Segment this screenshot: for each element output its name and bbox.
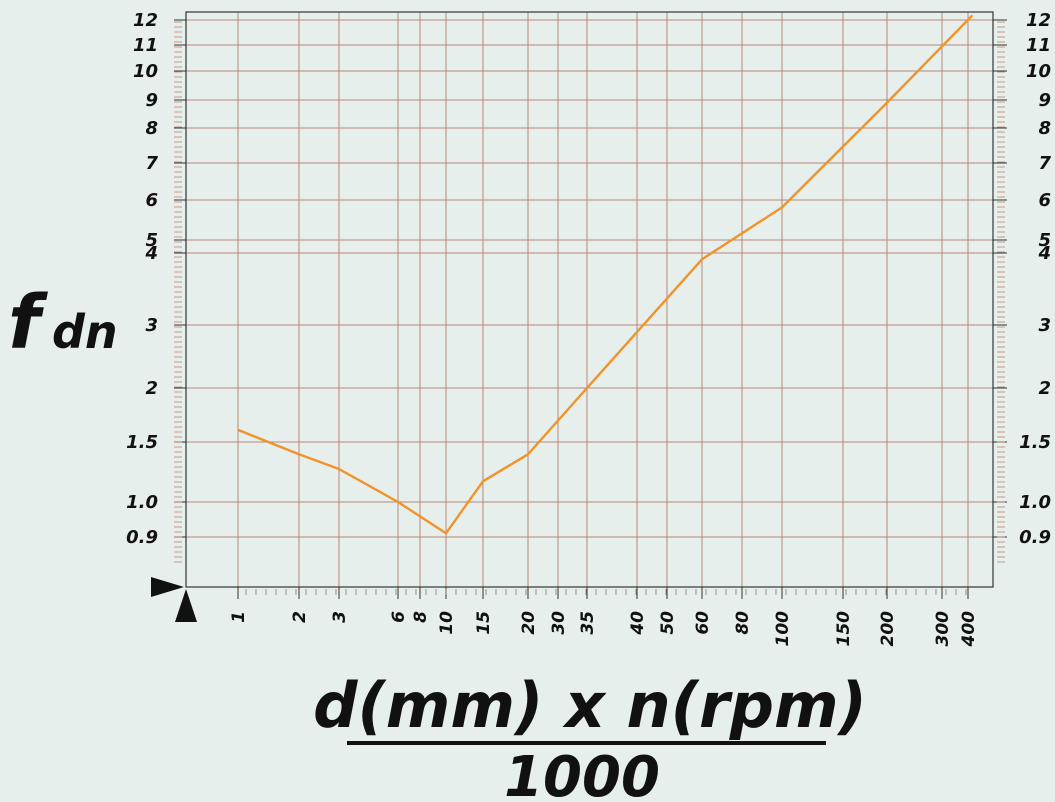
y-tick-label-right: 6 <box>1038 190 1051 211</box>
y-tick-label-left: 3 <box>145 315 158 336</box>
x-tick-label: 1 <box>229 611 249 623</box>
y-tick-label-left: 11 <box>133 35 158 56</box>
x-tick-label: 15 <box>474 611 494 635</box>
y-tick-label-left: 4 <box>144 243 158 264</box>
x-axis-title-numerator: d(mm) x n(rpm) <box>313 669 867 742</box>
y-tick-label-right: 3 <box>1038 315 1051 336</box>
series-layer <box>237 14 974 535</box>
x-tick-label: 40 <box>628 611 648 636</box>
x-tick-label: 6 <box>389 611 409 623</box>
plot-frame <box>185 11 994 588</box>
y-tick-label-right: 7 <box>1038 153 1051 174</box>
y-tick-label-left: 12 <box>133 10 158 31</box>
x-tick-label: 35 <box>578 611 598 635</box>
series-line <box>237 14 974 535</box>
y-tick-label-left: 0.9 <box>126 527 158 548</box>
y-tick-label-right: 1.0 <box>1019 492 1051 513</box>
y-tick-label-left: 9 <box>145 90 158 111</box>
x-tick-label: 3 <box>330 611 350 623</box>
y-tick-label-right: 8 <box>1038 118 1051 139</box>
y-tick-label-right: 9 <box>1038 90 1051 111</box>
x-tick-label: 60 <box>693 611 713 635</box>
x-tick-label: 2 <box>290 611 310 623</box>
y-tick-label-right: 0.9 <box>1019 527 1051 548</box>
y-tick-label-left: 7 <box>145 153 158 174</box>
x-tick-label: 200 <box>878 611 898 647</box>
grid-layer <box>174 12 1007 599</box>
x-axis-title-denominator: 1000 <box>504 745 660 802</box>
x-tick-label: 30 <box>549 611 569 635</box>
y-axis-title-main: f <box>8 280 48 366</box>
y-tick-label-right: 10 <box>1026 61 1051 82</box>
y-tick-label-right: 11 <box>1026 35 1051 56</box>
x-tick-label: 150 <box>834 611 854 647</box>
axis-markers <box>151 577 197 622</box>
x-tick-label: 100 <box>773 611 793 647</box>
y-axis-title-sub: dn <box>52 305 118 359</box>
y-axis-arrow-marker <box>175 589 197 622</box>
y-tick-label-left: 1.5 <box>126 432 158 453</box>
x-tick-label: 80 <box>733 611 753 635</box>
y-tick-label-right: 5 <box>1038 230 1051 251</box>
x-tick-label: 400 <box>959 611 979 648</box>
x-tick-label: 20 <box>519 611 539 635</box>
x-tick-label: 8 <box>411 611 431 623</box>
y-tick-label-right: 2 <box>1038 378 1051 399</box>
x-axis-arrow-marker <box>151 577 184 597</box>
y-tick-label-left: 8 <box>145 118 158 139</box>
y-tick-label-left: 2 <box>145 378 158 399</box>
y-tick-label-left: 6 <box>145 190 158 211</box>
y-tick-label-left: 1.0 <box>126 492 158 513</box>
y-tick-label-right: 4 <box>1037 243 1051 264</box>
minor-ticks <box>174 21 1005 595</box>
x-tick-label: 300 <box>933 611 953 647</box>
y-tick-label-right: 1.5 <box>1019 432 1051 453</box>
x-tick-label: 50 <box>658 611 678 635</box>
y-tick-label-left: 5 <box>145 230 158 251</box>
x-tick-label: 10 <box>437 611 457 635</box>
y-tick-label-left: 10 <box>133 61 158 82</box>
y-tick-label-right: 12 <box>1026 10 1051 31</box>
